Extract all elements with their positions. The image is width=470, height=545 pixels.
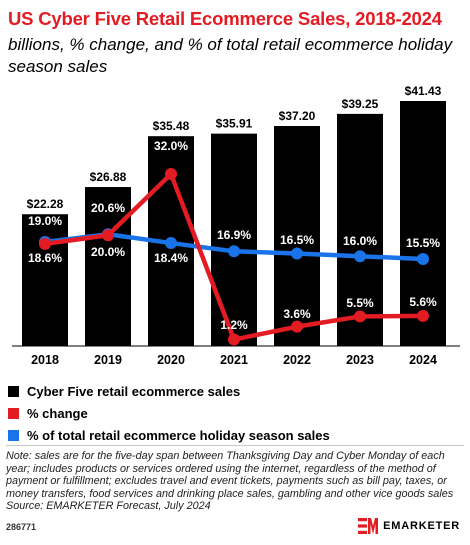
bar-2021 [211, 133, 257, 346]
bar-2022 [274, 126, 320, 346]
point-pct-change-2024 [417, 309, 429, 322]
label-pct-change-2024: 5.6% [409, 295, 437, 309]
emarketer-logo-icon [358, 518, 379, 534]
legend-item-share: % of total retail ecommerce holiday seas… [8, 424, 330, 446]
bar-label-2024: $41.43 [405, 84, 442, 98]
chart-note: Note: sales are for the five-day span be… [6, 450, 468, 513]
point-pct-change-2020 [165, 168, 177, 180]
point-pct-change-2023 [354, 310, 366, 323]
x-tick-2019: 2019 [94, 353, 122, 367]
x-tick-2023: 2023 [346, 353, 374, 367]
bar-2023 [337, 113, 383, 346]
label-pct-of-total-2020: 18.4% [154, 251, 188, 265]
bar-label-2020: $35.48 [153, 119, 190, 133]
legend: Cyber Five retail ecommerce sales % chan… [8, 380, 330, 446]
legend-label-share: % of total retail ecommerce holiday seas… [27, 427, 330, 443]
bar-2018 [22, 214, 68, 346]
x-tick-2020: 2020 [157, 353, 185, 367]
legend-swatch-share [8, 429, 19, 441]
legend-item-change: % change [8, 402, 330, 424]
chart-subtitle: billions, % change, and % of total retai… [8, 35, 453, 76]
bar-2019 [85, 187, 131, 346]
label-pct-of-total-2019: 20.0% [91, 245, 125, 259]
x-tick-2018: 2018 [31, 353, 59, 367]
label-pct-change-2023: 5.5% [346, 296, 374, 310]
bar-label-2022: $37.20 [279, 109, 316, 123]
point-pct-change-2019 [102, 229, 114, 242]
label-pct-of-total-2022: 16.5% [280, 233, 314, 247]
note-text: Note: sales are for the five-day span be… [6, 450, 454, 500]
label-pct-change-2021: 1.2% [220, 318, 248, 332]
bar-label-2023: $39.25 [342, 97, 379, 111]
legend-swatch-change [8, 407, 19, 419]
brand-name: EMARKETER [383, 520, 460, 532]
x-tick-2022: 2022 [283, 353, 311, 367]
legend-label-sales: Cyber Five retail ecommerce sales [27, 383, 241, 399]
bar-label-2018: $22.28 [27, 197, 64, 211]
x-tick-2024: 2024 [409, 353, 437, 367]
label-pct-of-total-2021: 16.9% [217, 228, 251, 242]
source-text: Source: EMARKETER Forecast, July 2024 [6, 500, 211, 513]
point-pct-of-total-2021 [228, 245, 240, 258]
label-pct-of-total-2023: 16.0% [343, 234, 377, 248]
label-pct-change-2019: 20.6% [91, 201, 125, 215]
chart-area: $22.28 $26.88 $35.48 $35.91 $37.20 $39.25 $41.… [12, 84, 460, 367]
point-pct-of-total-2020 [165, 237, 177, 250]
bar-2024 [400, 101, 446, 346]
label-pct-of-total-2024: 15.5% [406, 236, 440, 250]
point-pct-of-total-2022 [291, 247, 303, 260]
footer-divider [6, 445, 464, 446]
point-pct-of-total-2024 [417, 253, 429, 265]
x-tick-2021: 2021 [220, 353, 248, 367]
point-pct-of-total-2023 [354, 250, 366, 263]
point-pct-change-2022 [291, 320, 303, 333]
legend-swatch-sales [8, 385, 19, 397]
bar-label-2019: $26.88 [90, 170, 127, 184]
legend-label-change: % change [27, 405, 88, 421]
chart-title: US Cyber Five Retail Ecommerce Sales, 20… [8, 8, 442, 29]
label-pct-change-2020: 32.0% [154, 139, 188, 153]
brand-logo: EMARKETER [358, 518, 460, 534]
label-pct-of-total-2018: 18.6% [28, 251, 62, 265]
label-pct-change-2022: 3.6% [283, 307, 311, 321]
point-pct-change-2018 [39, 237, 51, 250]
label-pct-change-2018: 19.0% [28, 214, 62, 228]
point-pct-change-2021 [228, 333, 240, 346]
chart-id: 286771 [6, 522, 37, 532]
legend-item-sales: Cyber Five retail ecommerce sales [8, 380, 330, 402]
bar-label-2021: $35.91 [216, 117, 253, 131]
